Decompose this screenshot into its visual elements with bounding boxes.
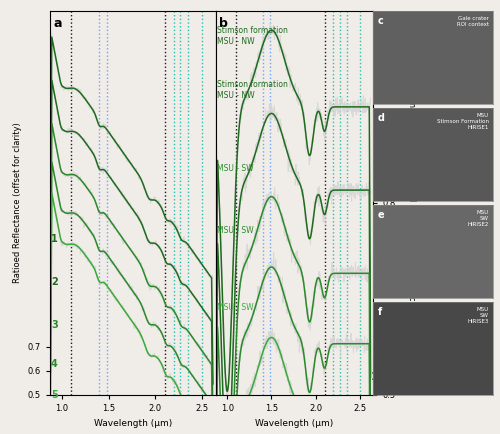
Y-axis label: Continuum Removed  Ratioed Reflectance (offset for clarity): Continuum Removed Ratioed Reflectance (o…: [406, 81, 416, 325]
Text: d: d: [378, 113, 385, 123]
Text: f: f: [378, 307, 382, 317]
Text: 5: 5: [51, 390, 58, 400]
Text: MSU
Stimson Formation
HiRISE1: MSU Stimson Formation HiRISE1: [437, 113, 489, 130]
Text: 4: 4: [51, 359, 58, 369]
Text: a: a: [54, 16, 62, 30]
Text: 3: 3: [51, 320, 58, 330]
Text: 1: 1: [372, 372, 378, 382]
Text: Gale crater
ROI context: Gale crater ROI context: [457, 16, 489, 27]
Text: MSU - SW: MSU - SW: [218, 226, 254, 235]
X-axis label: Wavelength (μm): Wavelength (μm): [256, 418, 334, 427]
Text: MSU - SW: MSU - SW: [218, 164, 254, 174]
Text: b: b: [219, 16, 228, 30]
Text: 2: 2: [51, 277, 58, 287]
Text: Stimson formation
MSU - NW: Stimson formation MSU - NW: [218, 26, 288, 46]
Text: 1: 1: [51, 234, 58, 244]
Text: MSU - SW: MSU - SW: [218, 303, 254, 312]
Y-axis label: Ratioed Reflectance (offset for clarity): Ratioed Reflectance (offset for clarity): [13, 122, 22, 283]
Text: MSU
SW
HiRISE3: MSU SW HiRISE3: [468, 307, 489, 324]
Text: e: e: [378, 210, 384, 220]
Text: c: c: [378, 16, 384, 26]
Text: Stimson formation
MSU - NW: Stimson formation MSU - NW: [218, 80, 288, 100]
Text: MSU
SW
HiRISE2: MSU SW HiRISE2: [468, 210, 489, 227]
X-axis label: Wavelength (μm): Wavelength (μm): [94, 418, 172, 427]
